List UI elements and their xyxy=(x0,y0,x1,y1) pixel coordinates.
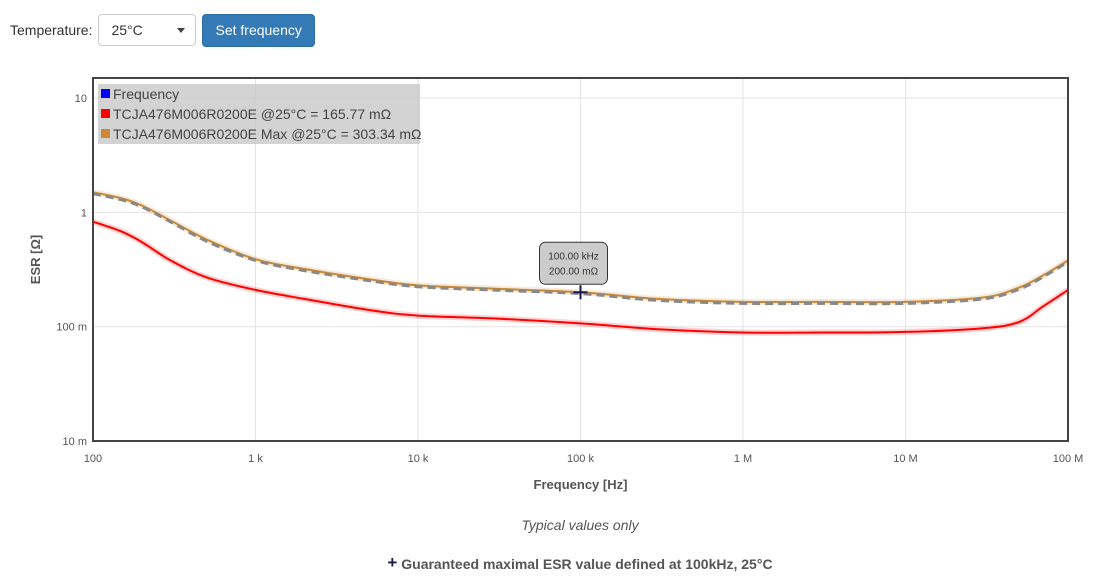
series-line-2 xyxy=(92,192,1069,306)
tooltip-box xyxy=(539,241,608,285)
set-frequency-button[interactable]: Set frequency xyxy=(202,13,315,47)
legend-label: TCJA476M006R0200E @25°C = 165.77 mΩ xyxy=(113,106,391,122)
guaranteed-note: Guaranteed maximal ESR value defined at … xyxy=(401,556,773,572)
y-axis-title: ESR [Ω] xyxy=(28,235,43,284)
x-tick-label: 1 M xyxy=(734,453,752,465)
y-tick-label: 1 xyxy=(81,207,87,219)
plot-border xyxy=(92,77,1069,442)
y-tick-label: 10 m xyxy=(63,436,87,448)
guaranteed-marker-symbol: + xyxy=(387,553,398,572)
legend-swatch xyxy=(101,109,110,118)
x-tick-label: 1 k xyxy=(248,453,263,465)
legend-swatch xyxy=(101,129,110,138)
temperature-label: Temperature: xyxy=(10,22,93,38)
temperature-select[interactable]: 25°C xyxy=(98,14,197,46)
chevron-down-icon xyxy=(177,27,186,33)
tooltip-esr: 200.00 mΩ xyxy=(549,266,599,277)
x-tick-label: 100 k xyxy=(567,453,594,465)
controls-bar: Temperature: 25°C Set frequency xyxy=(10,13,315,47)
tooltip-frequency: 100.00 kHz xyxy=(548,251,599,262)
x-axis-title: Frequency [Hz] xyxy=(534,477,628,492)
series-line-0 xyxy=(92,220,1069,334)
legend-swatch xyxy=(101,89,110,98)
legend-label: Frequency xyxy=(113,86,179,102)
temperature-value: 25°C xyxy=(111,22,143,38)
y-tick-label: 100 m xyxy=(56,322,87,334)
legend-label: TCJA476M006R0200E Max @25°C = 303.34 mΩ xyxy=(113,126,422,142)
legend-box xyxy=(98,84,420,144)
y-tick-label: 10 xyxy=(75,93,87,105)
guaranteed-note-row: + Guaranteed maximal ESR value defined a… xyxy=(0,553,1094,573)
typical-values-note: Typical values only xyxy=(521,517,639,533)
x-tick-label: 100 xyxy=(84,453,102,465)
x-tick-label: 10 k xyxy=(408,453,429,465)
x-tick-label: 10 M xyxy=(893,453,917,465)
x-tick-label: 100 M xyxy=(1053,453,1084,465)
